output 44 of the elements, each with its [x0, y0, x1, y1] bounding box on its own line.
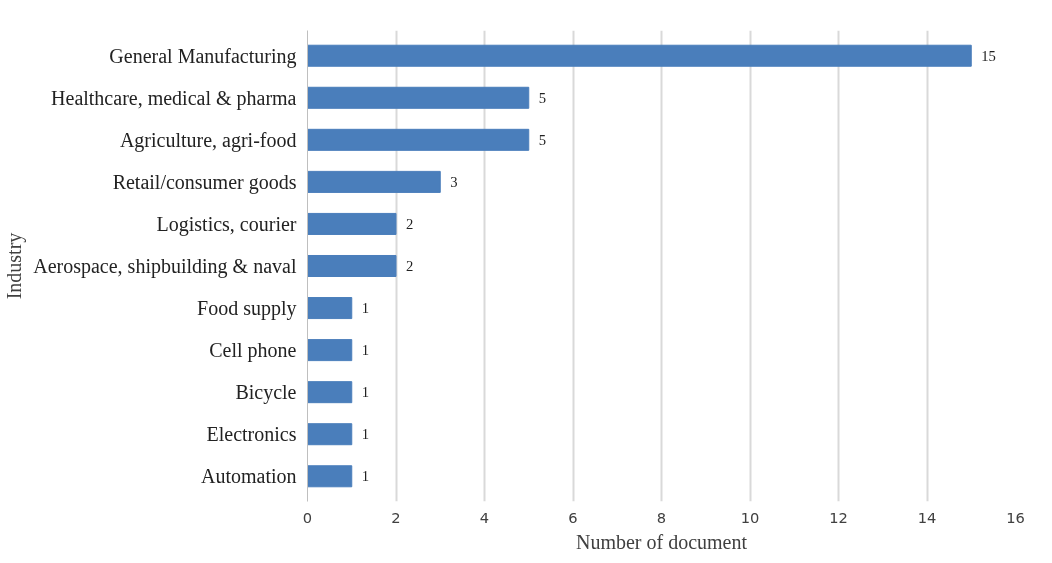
x-tick-label: 2 — [391, 508, 401, 526]
bar — [307, 212, 397, 235]
x-tick-label: 10 — [740, 508, 760, 526]
y-tick-label: Food supply — [197, 297, 297, 321]
y-tick-label: Bicycle — [235, 381, 297, 405]
bar — [307, 465, 353, 488]
bar — [307, 254, 397, 278]
y-tick-label: Cell phone — [209, 339, 297, 363]
x-tick-label: 0 — [302, 508, 313, 526]
data-label: 3 — [450, 173, 458, 190]
data-label: 1 — [361, 468, 370, 485]
y-tick-label: Electronics — [206, 423, 297, 446]
x-tick-label: 12 — [829, 508, 848, 526]
bar — [307, 423, 353, 446]
y-tick-label: Agriculture, agri-food — [119, 128, 297, 152]
data-label: 2 — [406, 258, 414, 274]
bar — [307, 297, 353, 320]
data-label: 1 — [361, 300, 370, 317]
bar — [307, 339, 353, 362]
data-label: 1 — [361, 426, 370, 443]
x-tick-label: 16 — [1006, 508, 1025, 526]
y-tick-label: Retail/consumer goods — [112, 170, 297, 194]
y-tick-label: Aerospace, shipbuilding & naval — [33, 255, 297, 278]
x-tick-label: 14 — [917, 508, 937, 526]
x-axis-title: Number of document — [575, 530, 748, 553]
x-tick-label: 6 — [568, 508, 578, 526]
data-label: 1 — [361, 384, 370, 401]
bar — [307, 170, 441, 193]
data-label: 15 — [981, 47, 996, 64]
y-tick-label: Healthcare, medical & pharma — [51, 86, 297, 110]
y-tick-label: Automation — [200, 465, 297, 488]
y-axis-title: Industry — [3, 232, 27, 300]
bar — [307, 86, 530, 109]
data-label: 2 — [406, 215, 414, 232]
data-label: 5 — [538, 89, 547, 106]
bar — [307, 44, 972, 67]
bar — [307, 128, 530, 151]
x-tick-label: 4 — [479, 508, 490, 526]
data-label: 1 — [361, 342, 370, 359]
bar — [307, 381, 353, 404]
x-tick-label: 8 — [656, 508, 667, 526]
data-label: 5 — [538, 131, 547, 148]
y-tick-label: Logistics, courier — [156, 212, 297, 236]
y-tick-label: General Manufacturing — [109, 44, 297, 68]
